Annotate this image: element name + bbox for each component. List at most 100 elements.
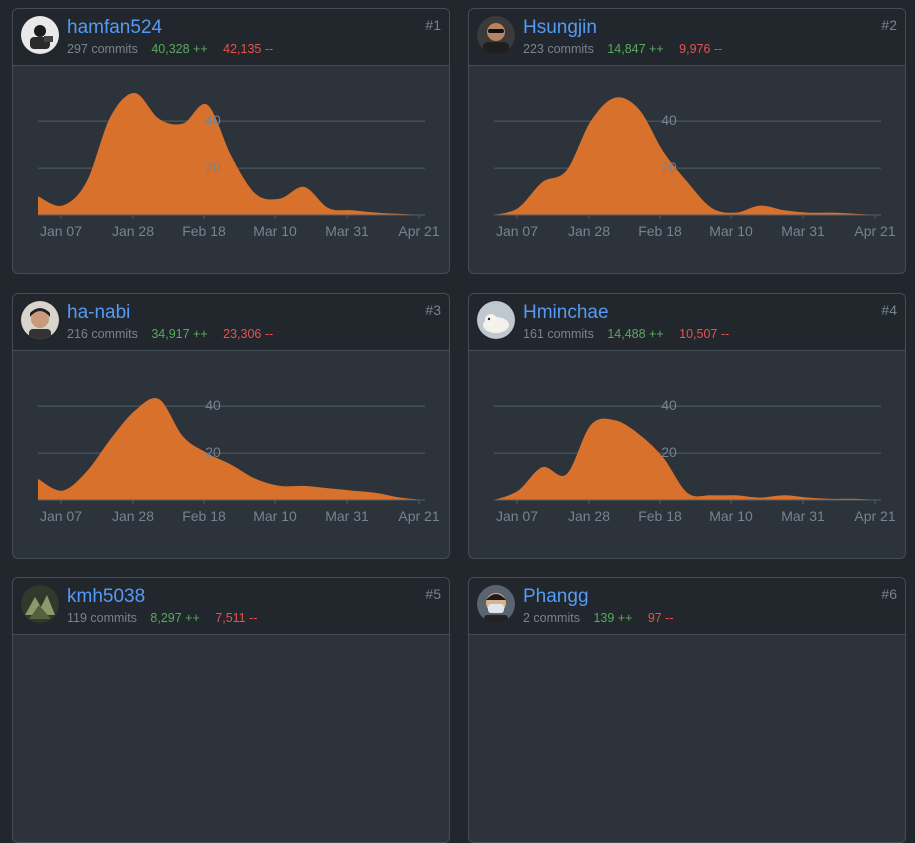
- contributor-stats: 2 commits 139 ++ 97 --: [523, 611, 674, 625]
- contributor-card: ha-nabi 216 commits 34,917 ++ 23,306 -- …: [12, 293, 450, 559]
- deletions-count: 10,507 --: [679, 327, 730, 341]
- x-tick-label: Feb 18: [182, 223, 226, 239]
- avatar[interactable]: [21, 301, 59, 339]
- contributor-stats: 223 commits 14,847 ++ 9,976 --: [523, 42, 722, 56]
- rank-badge: #1: [425, 17, 441, 33]
- x-tick-label: Apr 21: [854, 223, 895, 239]
- x-tick-label: Jan 28: [112, 508, 154, 524]
- x-tick-label: Mar 31: [325, 508, 369, 524]
- commit-count-link[interactable]: 161 commits: [523, 327, 594, 341]
- contribution-area: [38, 398, 425, 500]
- y-tick-label: 40: [661, 397, 677, 413]
- contributor-stats: 119 commits 8,297 ++ 7,511 --: [67, 611, 257, 625]
- y-tick-label: 20: [661, 159, 677, 175]
- avatar-photo-icon: [21, 301, 59, 339]
- additions-count: 14,488 ++: [607, 327, 664, 341]
- x-tick-label: Apr 21: [854, 508, 895, 524]
- contributors-grid: hamfan524 297 commits 40,328 ++ 42,135 -…: [12, 8, 906, 843]
- avatar-photo-icon: [21, 16, 59, 54]
- contributor-stats: 297 commits 40,328 ++ 42,135 --: [67, 42, 273, 56]
- card-header: Hsungjin 223 commits 14,847 ++ 9,976 -- …: [469, 9, 905, 66]
- deletions-count: 42,135 --: [223, 42, 274, 56]
- rank-badge: #3: [425, 302, 441, 318]
- contributor-card: hamfan524 297 commits 40,328 ++ 42,135 -…: [12, 8, 450, 274]
- contributor-name-link[interactable]: ha-nabi: [67, 302, 131, 323]
- commit-count-link[interactable]: 2 commits: [523, 611, 580, 625]
- contributor-card: Hminchae 161 commits 14,488 ++ 10,507 --…: [468, 293, 906, 559]
- x-tick-label: Mar 10: [709, 508, 753, 524]
- avatar-photo-icon: [477, 585, 515, 623]
- contribution-chart: [469, 635, 905, 842]
- avatar[interactable]: [21, 585, 59, 623]
- x-tick-label: Jan 07: [496, 223, 538, 239]
- rank-badge: #5: [425, 586, 441, 602]
- chart-svg: 20 40 Jan 07 Jan 28 Feb 18 Mar 10 Mar 31 Apr 21: [38, 397, 440, 524]
- contributor-name-link[interactable]: Phangg: [523, 586, 589, 607]
- additions-count: 139 ++: [593, 611, 633, 625]
- avatar-photo-icon: [21, 585, 59, 623]
- contributor-card: kmh5038 119 commits 8,297 ++ 7,511 -- #5: [12, 577, 450, 843]
- card-header: Hminchae 161 commits 14,488 ++ 10,507 --…: [469, 294, 905, 351]
- deletions-count: 7,511 --: [215, 611, 258, 625]
- x-tick-label: Apr 21: [398, 223, 439, 239]
- x-tick-label: Jan 07: [496, 508, 538, 524]
- avatar[interactable]: [477, 16, 515, 54]
- commit-count-link[interactable]: 216 commits: [67, 327, 138, 341]
- contributor-name-link[interactable]: Hsungjin: [523, 17, 597, 38]
- contribution-area: [38, 93, 425, 215]
- commit-count-link[interactable]: 297 commits: [67, 42, 138, 56]
- rank-badge: #6: [881, 586, 897, 602]
- commit-count-link[interactable]: 119 commits: [67, 611, 137, 625]
- contribution-chart: 20 40 Jan 07 Jan 28 Feb 18 Mar 10 Mar 31 Apr 21: [13, 66, 449, 273]
- contributor-name-link[interactable]: hamfan524: [67, 17, 163, 38]
- x-tick-label: Feb 18: [638, 508, 682, 524]
- y-tick-label: 40: [205, 112, 221, 128]
- avatar[interactable]: [477, 585, 515, 623]
- x-tick-label: Jan 28: [568, 223, 610, 239]
- contributor-name-link[interactable]: Hminchae: [523, 302, 609, 323]
- y-tick-label: 20: [205, 444, 221, 460]
- avatar-photo-icon: [477, 16, 515, 54]
- y-tick-label: 20: [205, 159, 221, 175]
- rank-badge: #2: [881, 17, 897, 33]
- avatar[interactable]: [21, 16, 59, 54]
- x-tick-label: Mar 10: [709, 223, 753, 239]
- card-header: hamfan524 297 commits 40,328 ++ 42,135 -…: [13, 9, 449, 66]
- rank-badge: #4: [881, 302, 897, 318]
- contribution-area: [494, 418, 881, 500]
- contribution-chart: 20 40 Jan 07 Jan 28 Feb 18 Mar 10 Mar 31 Apr 21: [469, 66, 905, 273]
- chart-svg: 20 40 Jan 07 Jan 28 Feb 18 Mar 10 Mar 31 Apr 21: [494, 97, 896, 239]
- deletions-count: 9,976 --: [679, 42, 723, 56]
- contributor-name-link[interactable]: kmh5038: [67, 586, 146, 607]
- x-tick-label: Jan 07: [40, 223, 82, 239]
- additions-count: 8,297 ++: [150, 611, 200, 625]
- chart-svg: 20 40 Jan 07 Jan 28 Feb 18 Mar 10 Mar 31 Apr 21: [494, 397, 896, 524]
- x-tick-label: Feb 18: [638, 223, 682, 239]
- commit-count-link[interactable]: 223 commits: [523, 42, 594, 56]
- avatar[interactable]: [477, 301, 515, 339]
- deletions-count: 23,306 --: [223, 327, 274, 341]
- x-tick-label: Mar 31: [325, 223, 369, 239]
- deletions-count: 97 --: [647, 611, 674, 625]
- contribution-area: [494, 97, 881, 215]
- contribution-chart: 20 40 Jan 07 Jan 28 Feb 18 Mar 10 Mar 31 Apr 21: [13, 351, 449, 558]
- x-tick-label: Jan 28: [112, 223, 154, 239]
- avatar-photo-icon: [477, 301, 515, 339]
- chart-svg: 20 40 Jan 07 Jan 28 Feb 18 Mar 10 Mar 31 Apr 21: [38, 93, 440, 239]
- x-tick-label: Mar 31: [781, 508, 825, 524]
- card-header: ha-nabi 216 commits 34,917 ++ 23,306 -- …: [13, 294, 449, 351]
- y-tick-label: 20: [661, 444, 677, 460]
- x-tick-label: Mar 31: [781, 223, 825, 239]
- y-tick-label: 40: [661, 112, 677, 128]
- x-tick-label: Apr 21: [398, 508, 439, 524]
- contribution-chart: 20 40 Jan 07 Jan 28 Feb 18 Mar 10 Mar 31 Apr 21: [469, 351, 905, 558]
- y-tick-label: 40: [205, 397, 221, 413]
- additions-count: 34,917 ++: [151, 327, 208, 341]
- contributor-card: Hsungjin 223 commits 14,847 ++ 9,976 -- …: [468, 8, 906, 274]
- x-tick-label: Jan 28: [568, 508, 610, 524]
- x-tick-label: Mar 10: [253, 508, 297, 524]
- x-tick-label: Mar 10: [253, 223, 297, 239]
- contributor-stats: 216 commits 34,917 ++ 23,306 --: [67, 327, 273, 341]
- x-tick-label: Feb 18: [182, 508, 226, 524]
- x-tick-label: Jan 07: [40, 508, 82, 524]
